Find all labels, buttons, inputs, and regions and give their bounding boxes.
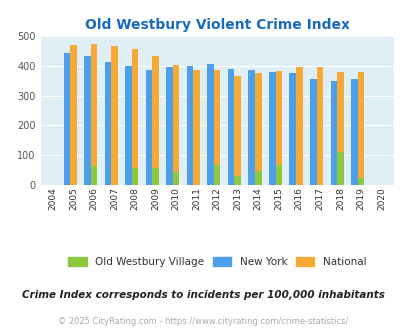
Bar (213, 70, 220, 185)
Text: © 2025 CityRating.com - https://www.cityrating.com/crime-statistics/: © 2025 CityRating.com - https://www.city… (58, 317, 347, 326)
Bar (166, 68, 173, 185)
Text: Crime Index corresponds to incidents per 100,000 inhabitants: Crime Index corresponds to incidents per… (21, 290, 384, 300)
Bar (145, 70, 152, 185)
Bar (90, 44, 97, 185)
Bar (275, 71, 281, 185)
Title: Old Westbury Violent Crime Index: Old Westbury Violent Crime Index (85, 18, 349, 32)
Bar (234, 177, 241, 185)
Bar (132, 168, 138, 185)
Legend: Old Westbury Village, New York, National: Old Westbury Village, New York, National (64, 252, 369, 271)
Bar (268, 72, 275, 185)
Bar (64, 52, 70, 185)
Bar (227, 69, 234, 185)
Bar (316, 68, 322, 185)
Bar (104, 61, 111, 185)
Bar (350, 79, 357, 185)
Bar (289, 73, 295, 185)
Bar (254, 171, 261, 185)
Bar (213, 165, 220, 185)
Bar (336, 72, 343, 185)
Bar (125, 66, 132, 185)
Bar (173, 172, 179, 185)
Bar (90, 166, 97, 185)
Bar (275, 165, 281, 185)
Bar (207, 64, 213, 185)
Bar (254, 73, 261, 185)
Bar (186, 66, 193, 185)
Bar (84, 56, 90, 185)
Bar (336, 152, 343, 185)
Bar (111, 46, 117, 185)
Bar (309, 80, 316, 185)
Bar (295, 68, 302, 185)
Bar (132, 50, 138, 185)
Bar (152, 56, 158, 185)
Bar (234, 77, 241, 185)
Bar (330, 81, 336, 185)
Bar (248, 71, 254, 185)
Bar (357, 178, 363, 185)
Bar (70, 45, 77, 185)
Bar (193, 70, 200, 185)
Bar (152, 168, 158, 185)
Bar (357, 72, 363, 185)
Bar (173, 65, 179, 185)
